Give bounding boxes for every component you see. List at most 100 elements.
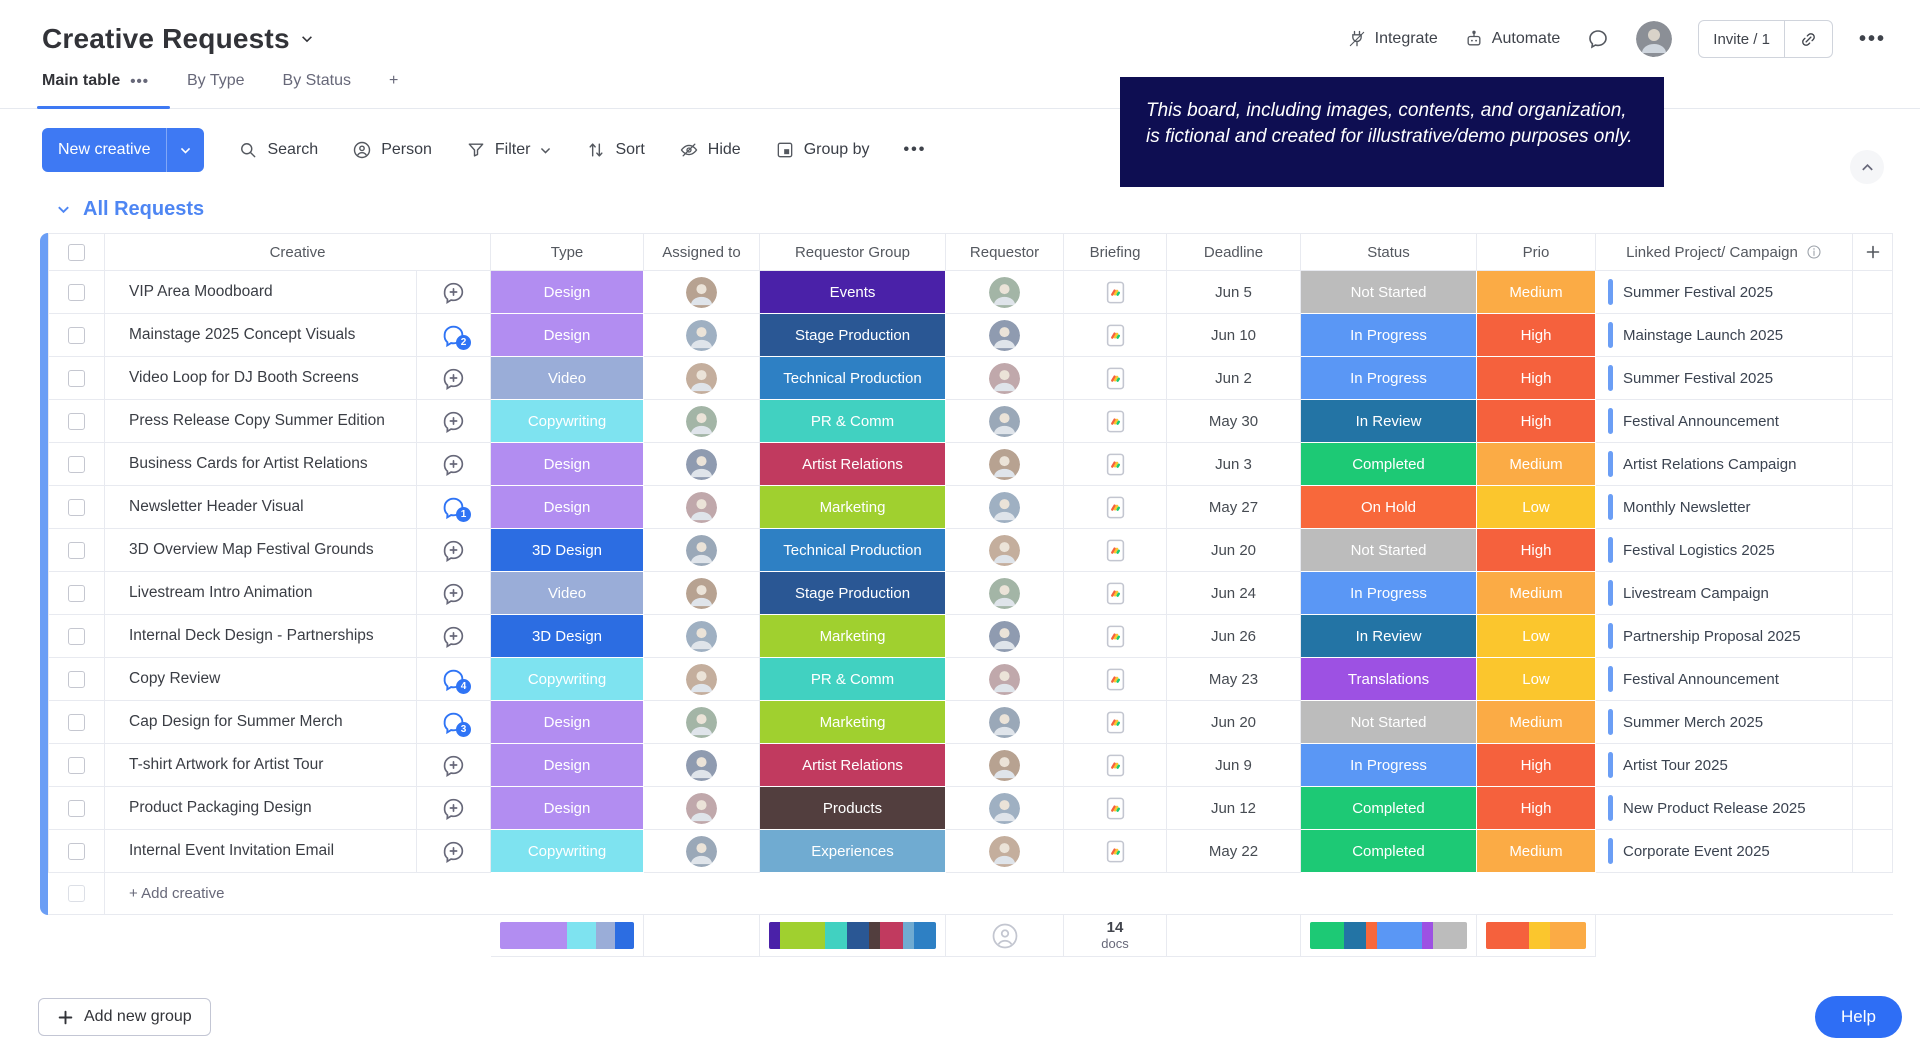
assigned-to-cell[interactable] <box>644 615 760 658</box>
hide-button[interactable]: Hide <box>679 140 741 160</box>
creative-name-cell[interactable]: Business Cards for Artist Relations <box>105 443 417 486</box>
requestor-cell[interactable] <box>946 271 1064 314</box>
deadline-cell[interactable]: Jun 24 <box>1167 572 1301 615</box>
deadline-cell[interactable]: Jun 2 <box>1167 357 1301 400</box>
requestor-group-chip[interactable]: Experiences <box>760 830 946 873</box>
deadline-cell[interactable]: Jun 10 <box>1167 314 1301 357</box>
status-chip[interactable]: In Progress <box>1301 572 1477 615</box>
type-chip[interactable]: Video <box>491 572 644 615</box>
tab-by-status[interactable]: By Status <box>283 72 351 102</box>
status-chip[interactable]: Not Started <box>1301 529 1477 572</box>
type-chip[interactable]: Copywriting <box>491 400 644 443</box>
add-view-button[interactable]: + <box>389 72 398 102</box>
open-updates-button[interactable]: 3 <box>417 701 491 744</box>
column-header-briefing[interactable]: Briefing <box>1064 233 1167 271</box>
status-chip[interactable]: Not Started <box>1301 701 1477 744</box>
add-update-button[interactable] <box>417 443 491 486</box>
linked-project-cell[interactable]: Artist Relations Campaign <box>1596 443 1853 486</box>
requestor-group-chip[interactable]: PR & Comm <box>760 400 946 443</box>
briefing-cell[interactable] <box>1064 400 1167 443</box>
deadline-cell[interactable]: Jun 9 <box>1167 744 1301 787</box>
integrate-button[interactable]: Integrate <box>1347 29 1438 49</box>
linked-project-cell[interactable]: Festival Announcement <box>1596 658 1853 701</box>
briefing-cell[interactable] <box>1064 271 1167 314</box>
column-header-deadline[interactable]: Deadline <box>1167 233 1301 271</box>
requestor-cell[interactable] <box>946 658 1064 701</box>
requestor-cell[interactable] <box>946 486 1064 529</box>
requestor-group-chip[interactable]: Artist Relations <box>760 744 946 787</box>
type-chip[interactable]: Design <box>491 486 644 529</box>
deadline-cell[interactable]: May 30 <box>1167 400 1301 443</box>
briefing-cell[interactable] <box>1064 787 1167 830</box>
filter-button[interactable]: Filter <box>466 140 553 160</box>
creative-name-cell[interactable]: Press Release Copy Summer Edition <box>105 400 417 443</box>
row-checkbox[interactable] <box>48 744 105 787</box>
creative-name-cell[interactable]: Newsletter Header Visual <box>105 486 417 529</box>
prio-chip[interactable]: Medium <box>1477 443 1596 486</box>
requestor-group-chip[interactable]: Stage Production <box>760 572 946 615</box>
row-checkbox[interactable] <box>48 658 105 701</box>
creative-name-cell[interactable]: Internal Event Invitation Email <box>105 830 417 873</box>
tab-by-type[interactable]: By Type <box>187 72 245 102</box>
person-filter-button[interactable]: Person <box>352 140 432 160</box>
creative-name-cell[interactable]: T-shirt Artwork for Artist Tour <box>105 744 417 787</box>
assigned-to-cell[interactable] <box>644 744 760 787</box>
column-header-prio[interactable]: Prio <box>1477 233 1596 271</box>
column-header-status[interactable]: Status <box>1301 233 1477 271</box>
requestor-group-chip[interactable]: Technical Production <box>760 357 946 400</box>
add-update-button[interactable] <box>417 400 491 443</box>
deadline-cell[interactable]: Jun 26 <box>1167 615 1301 658</box>
linked-project-cell[interactable]: Festival Announcement <box>1596 400 1853 443</box>
copy-link-segment[interactable] <box>1783 21 1832 57</box>
group-header-all-requests[interactable]: All Requests <box>56 198 1920 221</box>
status-summary[interactable] <box>1301 915 1477 957</box>
status-chip[interactable]: In Progress <box>1301 357 1477 400</box>
add-creative-button[interactable]: + Add creative <box>105 873 1893 915</box>
prio-chip[interactable]: Low <box>1477 615 1596 658</box>
more-dots-icon[interactable]: ••• <box>1858 27 1886 50</box>
new-creative-dropdown[interactable] <box>166 128 204 172</box>
row-checkbox[interactable] <box>48 787 105 830</box>
tab-main-table[interactable]: Main table ••• <box>42 72 149 102</box>
requestor-group-chip[interactable]: Products <box>760 787 946 830</box>
briefing-cell[interactable] <box>1064 615 1167 658</box>
deadline-cell[interactable]: Jun 5 <box>1167 271 1301 314</box>
requestor-group-chip[interactable]: Marketing <box>760 615 946 658</box>
creative-name-cell[interactable]: Video Loop for DJ Booth Screens <box>105 357 417 400</box>
briefing-cell[interactable] <box>1064 486 1167 529</box>
type-chip[interactable]: 3D Design <box>491 615 644 658</box>
assigned-to-cell[interactable] <box>644 357 760 400</box>
prio-chip[interactable]: High <box>1477 787 1596 830</box>
assigned-to-cell[interactable] <box>644 572 760 615</box>
briefing-cell[interactable] <box>1064 830 1167 873</box>
prio-chip[interactable]: High <box>1477 400 1596 443</box>
type-chip[interactable]: Video <box>491 357 644 400</box>
prio-chip[interactable]: Medium <box>1477 830 1596 873</box>
requestor-cell[interactable] <box>946 787 1064 830</box>
invite-label[interactable]: Invite / 1 <box>1713 30 1770 48</box>
add-update-button[interactable] <box>417 357 491 400</box>
requestor-cell[interactable] <box>946 572 1064 615</box>
deadline-cell[interactable]: May 23 <box>1167 658 1301 701</box>
status-chip[interactable]: Completed <box>1301 443 1477 486</box>
prio-summary[interactable] <box>1477 915 1596 957</box>
row-checkbox[interactable] <box>48 400 105 443</box>
open-updates-button[interactable]: 4 <box>417 658 491 701</box>
row-checkbox[interactable] <box>48 873 105 915</box>
prio-chip[interactable]: Medium <box>1477 701 1596 744</box>
assigned-to-cell[interactable] <box>644 271 760 314</box>
requestor-group-chip[interactable]: Marketing <box>760 701 946 744</box>
prio-chip[interactable]: Medium <box>1477 271 1596 314</box>
prio-chip[interactable]: High <box>1477 314 1596 357</box>
linked-project-cell[interactable]: New Product Release 2025 <box>1596 787 1853 830</box>
prio-chip[interactable]: High <box>1477 357 1596 400</box>
type-chip[interactable]: Design <box>491 443 644 486</box>
open-updates-button[interactable]: 1 <box>417 486 491 529</box>
linked-project-cell[interactable]: Partnership Proposal 2025 <box>1596 615 1853 658</box>
deadline-cell[interactable]: May 27 <box>1167 486 1301 529</box>
comments-button[interactable] <box>1586 27 1610 51</box>
assigned-to-cell[interactable] <box>644 400 760 443</box>
prio-chip[interactable]: Low <box>1477 486 1596 529</box>
select-all-checkbox[interactable] <box>48 233 105 271</box>
linked-project-cell[interactable]: Summer Festival 2025 <box>1596 357 1853 400</box>
